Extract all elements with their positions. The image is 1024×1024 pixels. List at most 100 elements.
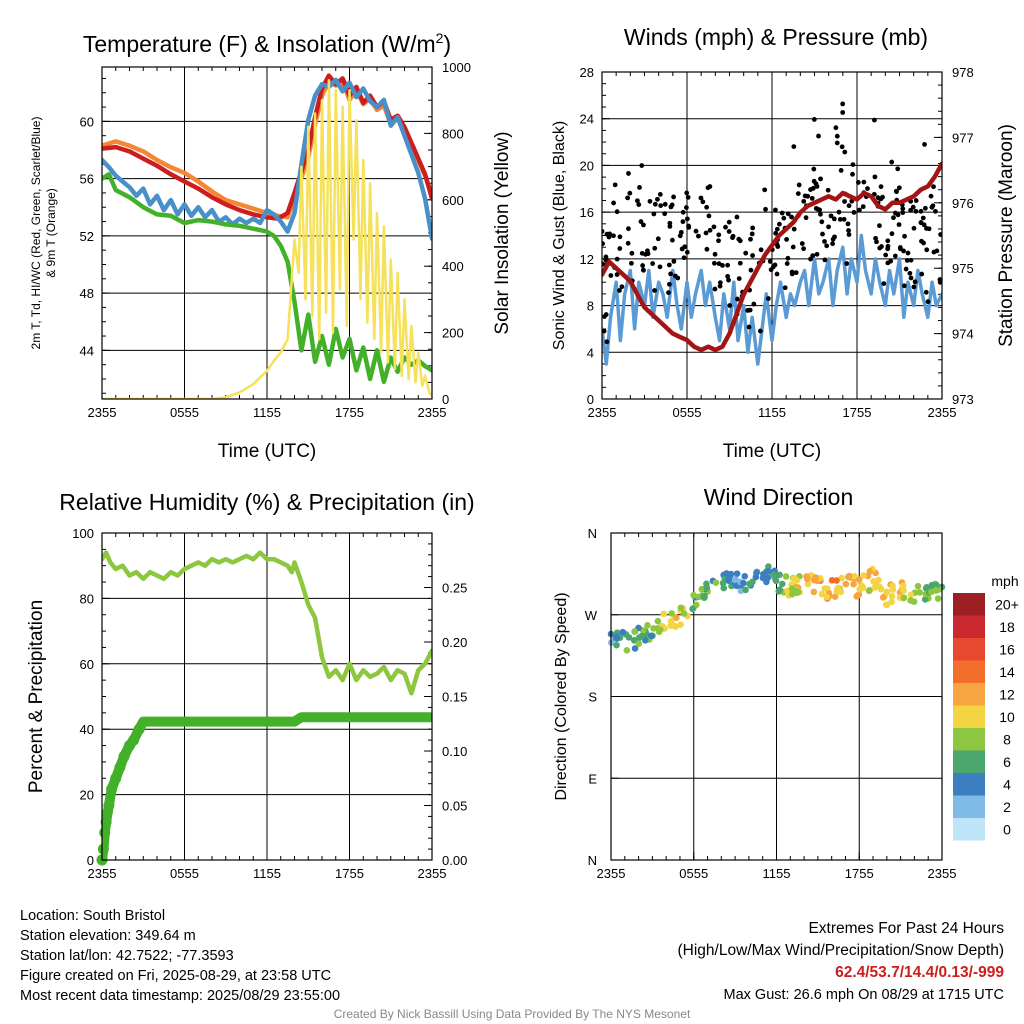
gust-point [681, 255, 687, 261]
direction-point [907, 597, 914, 604]
gust-point [842, 199, 847, 204]
y-tick-label: 24 [580, 112, 594, 127]
gust-point [908, 207, 914, 213]
gust-point [889, 231, 895, 237]
direction-point [647, 632, 655, 640]
gust-point [635, 198, 640, 204]
gust-point [774, 226, 780, 232]
gust-point [923, 289, 929, 295]
direction-point [650, 625, 657, 632]
direction-point [654, 617, 662, 625]
gust-point [913, 198, 919, 203]
gust-point [757, 328, 763, 334]
gust-point [801, 246, 806, 252]
colorbar-label: 4 [1003, 776, 1011, 792]
gust-point [662, 211, 668, 217]
gust-point [820, 231, 825, 237]
gust-point [934, 248, 940, 254]
precip-point [97, 843, 109, 855]
gust-point [700, 199, 706, 205]
gust-point [842, 149, 848, 155]
gust-point [626, 226, 631, 232]
y-tick-label: 40 [80, 722, 94, 737]
direction-point [625, 634, 633, 641]
gust-point [836, 209, 842, 215]
direction-point [689, 605, 696, 613]
gust-point [652, 288, 658, 293]
x-tick-label: 2355 [928, 405, 957, 420]
gust-point [834, 133, 840, 139]
x-tick-label: 1755 [335, 866, 364, 881]
extremes-title: Extremes For Past 24 Hours [808, 920, 1004, 937]
y-tick-label: 0 [87, 853, 94, 868]
gust-point [901, 283, 907, 289]
panel-3: 2355 0555 1155 1755 23550204060801000.000.05… [26, 489, 475, 881]
direction-point [789, 590, 796, 598]
direction-point [879, 594, 887, 601]
gust-point [677, 233, 683, 239]
gust-point [670, 237, 675, 243]
gust-point [671, 194, 676, 200]
gust-point [716, 238, 721, 244]
gust-point [668, 271, 674, 277]
direction-point [660, 610, 668, 618]
gust-point [925, 299, 931, 305]
direction-point [740, 579, 747, 587]
direction-point [742, 586, 749, 594]
gust-point [717, 283, 723, 289]
gust-point [647, 198, 653, 204]
y2-tick-label: 973 [952, 392, 974, 407]
gust-point [723, 224, 728, 230]
gust-point [667, 224, 673, 229]
direction-point [776, 571, 783, 579]
gust-point [720, 262, 725, 268]
gust-point [779, 210, 785, 216]
precip-point [114, 761, 126, 773]
gust-point [749, 231, 755, 237]
gust-point [885, 238, 891, 244]
gust-point [865, 186, 870, 191]
direction-point [790, 574, 798, 582]
gust-point [793, 270, 799, 276]
precip-point [110, 772, 122, 784]
gust-point [885, 243, 891, 249]
plot-border [601, 71, 943, 400]
gust-point [669, 202, 675, 208]
gust-point [602, 241, 605, 247]
gust-point [602, 261, 605, 267]
gust-point [652, 201, 658, 207]
gust-point [900, 206, 906, 212]
direction-point [928, 581, 936, 589]
gust-point [830, 236, 836, 242]
colorbar-label: 12 [999, 686, 1015, 702]
chart-title: Relative Humidity (%) & Precipitation (i… [59, 489, 474, 515]
gust-point [712, 286, 718, 292]
gust-point [877, 223, 882, 229]
gust-point [608, 273, 614, 278]
y2-tick-label: 0.15 [442, 690, 467, 705]
gust-point [684, 190, 690, 196]
y2-tick-label: 0 [442, 392, 449, 407]
gust-point [922, 205, 928, 211]
y2-tick-label: 0.00 [442, 853, 467, 868]
y-tick-label: N [588, 853, 597, 868]
y-tick-label: S [588, 690, 597, 705]
gust-point [811, 178, 817, 184]
y2-tick-label: 0.10 [442, 744, 467, 759]
gust-point [706, 213, 712, 219]
colorbar-swatch [953, 615, 985, 638]
gust-point [712, 260, 717, 266]
chart-title: Winds (mph) & Pressure (mb) [624, 24, 928, 50]
gust-point [907, 270, 913, 276]
gust-point [657, 191, 663, 197]
gust-point [825, 187, 831, 193]
direction-point [746, 580, 753, 588]
x-tick-label: 2355 [418, 866, 447, 881]
direction-point [804, 580, 812, 588]
gust-point [831, 216, 837, 222]
gust-point [844, 261, 850, 266]
direction-point [772, 577, 780, 585]
direction-point [623, 646, 631, 654]
direction-point [719, 579, 727, 587]
gust-point [818, 176, 823, 182]
